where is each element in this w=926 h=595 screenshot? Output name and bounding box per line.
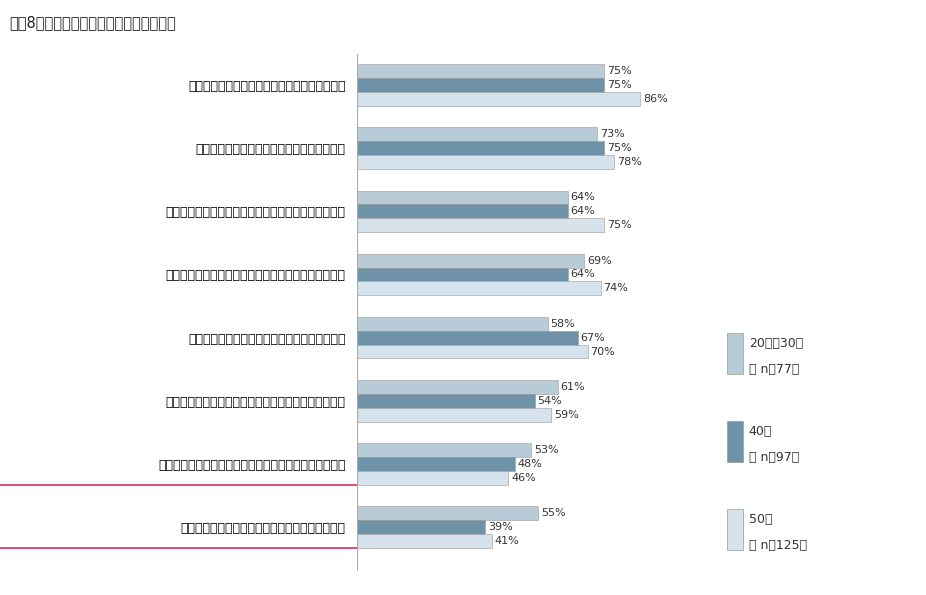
Bar — [357, 394, 535, 408]
Bar — [357, 155, 614, 169]
Text: 75%: 75% — [607, 80, 632, 90]
Text: 39%: 39% — [488, 522, 513, 532]
Text: 67%: 67% — [581, 333, 605, 343]
Text: 75%: 75% — [607, 143, 632, 154]
Text: 75%: 75% — [607, 220, 632, 230]
Bar — [357, 380, 557, 394]
FancyBboxPatch shape — [727, 333, 744, 374]
Bar — [357, 443, 532, 457]
Text: 53%: 53% — [534, 445, 558, 455]
Bar — [357, 190, 568, 205]
Text: 58%: 58% — [551, 319, 575, 329]
Text: 50代: 50代 — [749, 513, 772, 526]
Bar — [357, 317, 548, 331]
Text: 図表8．　芸術に関する価値観（年代別）: 図表8． 芸術に関する価値観（年代別） — [9, 15, 176, 30]
Bar — [357, 92, 641, 106]
Bar — [357, 78, 604, 92]
Text: 73%: 73% — [600, 129, 625, 139]
Bar — [357, 253, 584, 268]
Bar — [357, 506, 538, 520]
Bar — [357, 520, 485, 534]
Text: 48%: 48% — [518, 459, 543, 469]
Text: （ n＝97）: （ n＝97） — [749, 451, 799, 464]
Bar — [357, 141, 604, 155]
Bar — [357, 331, 578, 345]
Bar — [357, 64, 604, 78]
Bar — [357, 345, 588, 358]
Text: （ n＝125）: （ n＝125） — [749, 539, 807, 552]
Bar — [357, 534, 492, 548]
Bar — [357, 127, 597, 141]
Text: 40代: 40代 — [749, 425, 772, 438]
Bar — [357, 205, 568, 218]
Text: 20代・30代: 20代・30代 — [749, 337, 803, 350]
Text: 86%: 86% — [643, 94, 668, 104]
Bar — [357, 457, 515, 471]
Bar — [357, 281, 601, 295]
Text: 55%: 55% — [541, 508, 566, 518]
Text: 61%: 61% — [560, 382, 585, 392]
Bar — [357, 471, 508, 485]
Text: 75%: 75% — [607, 66, 632, 76]
Text: 41%: 41% — [494, 536, 519, 546]
Text: （ n＝77）: （ n＝77） — [749, 363, 799, 376]
Text: 69%: 69% — [587, 256, 612, 265]
Bar — [357, 218, 604, 232]
Text: 70%: 70% — [590, 346, 615, 356]
Text: 64%: 64% — [570, 270, 595, 280]
Text: 74%: 74% — [604, 283, 629, 293]
Bar — [357, 408, 551, 422]
FancyBboxPatch shape — [727, 509, 744, 550]
Text: 54%: 54% — [537, 396, 562, 406]
FancyBboxPatch shape — [727, 421, 744, 462]
Bar — [357, 268, 568, 281]
Text: 64%: 64% — [570, 192, 595, 202]
Text: 59%: 59% — [554, 409, 579, 419]
Text: 64%: 64% — [570, 206, 595, 217]
Text: 78%: 78% — [617, 157, 642, 167]
Text: 46%: 46% — [511, 473, 536, 483]
